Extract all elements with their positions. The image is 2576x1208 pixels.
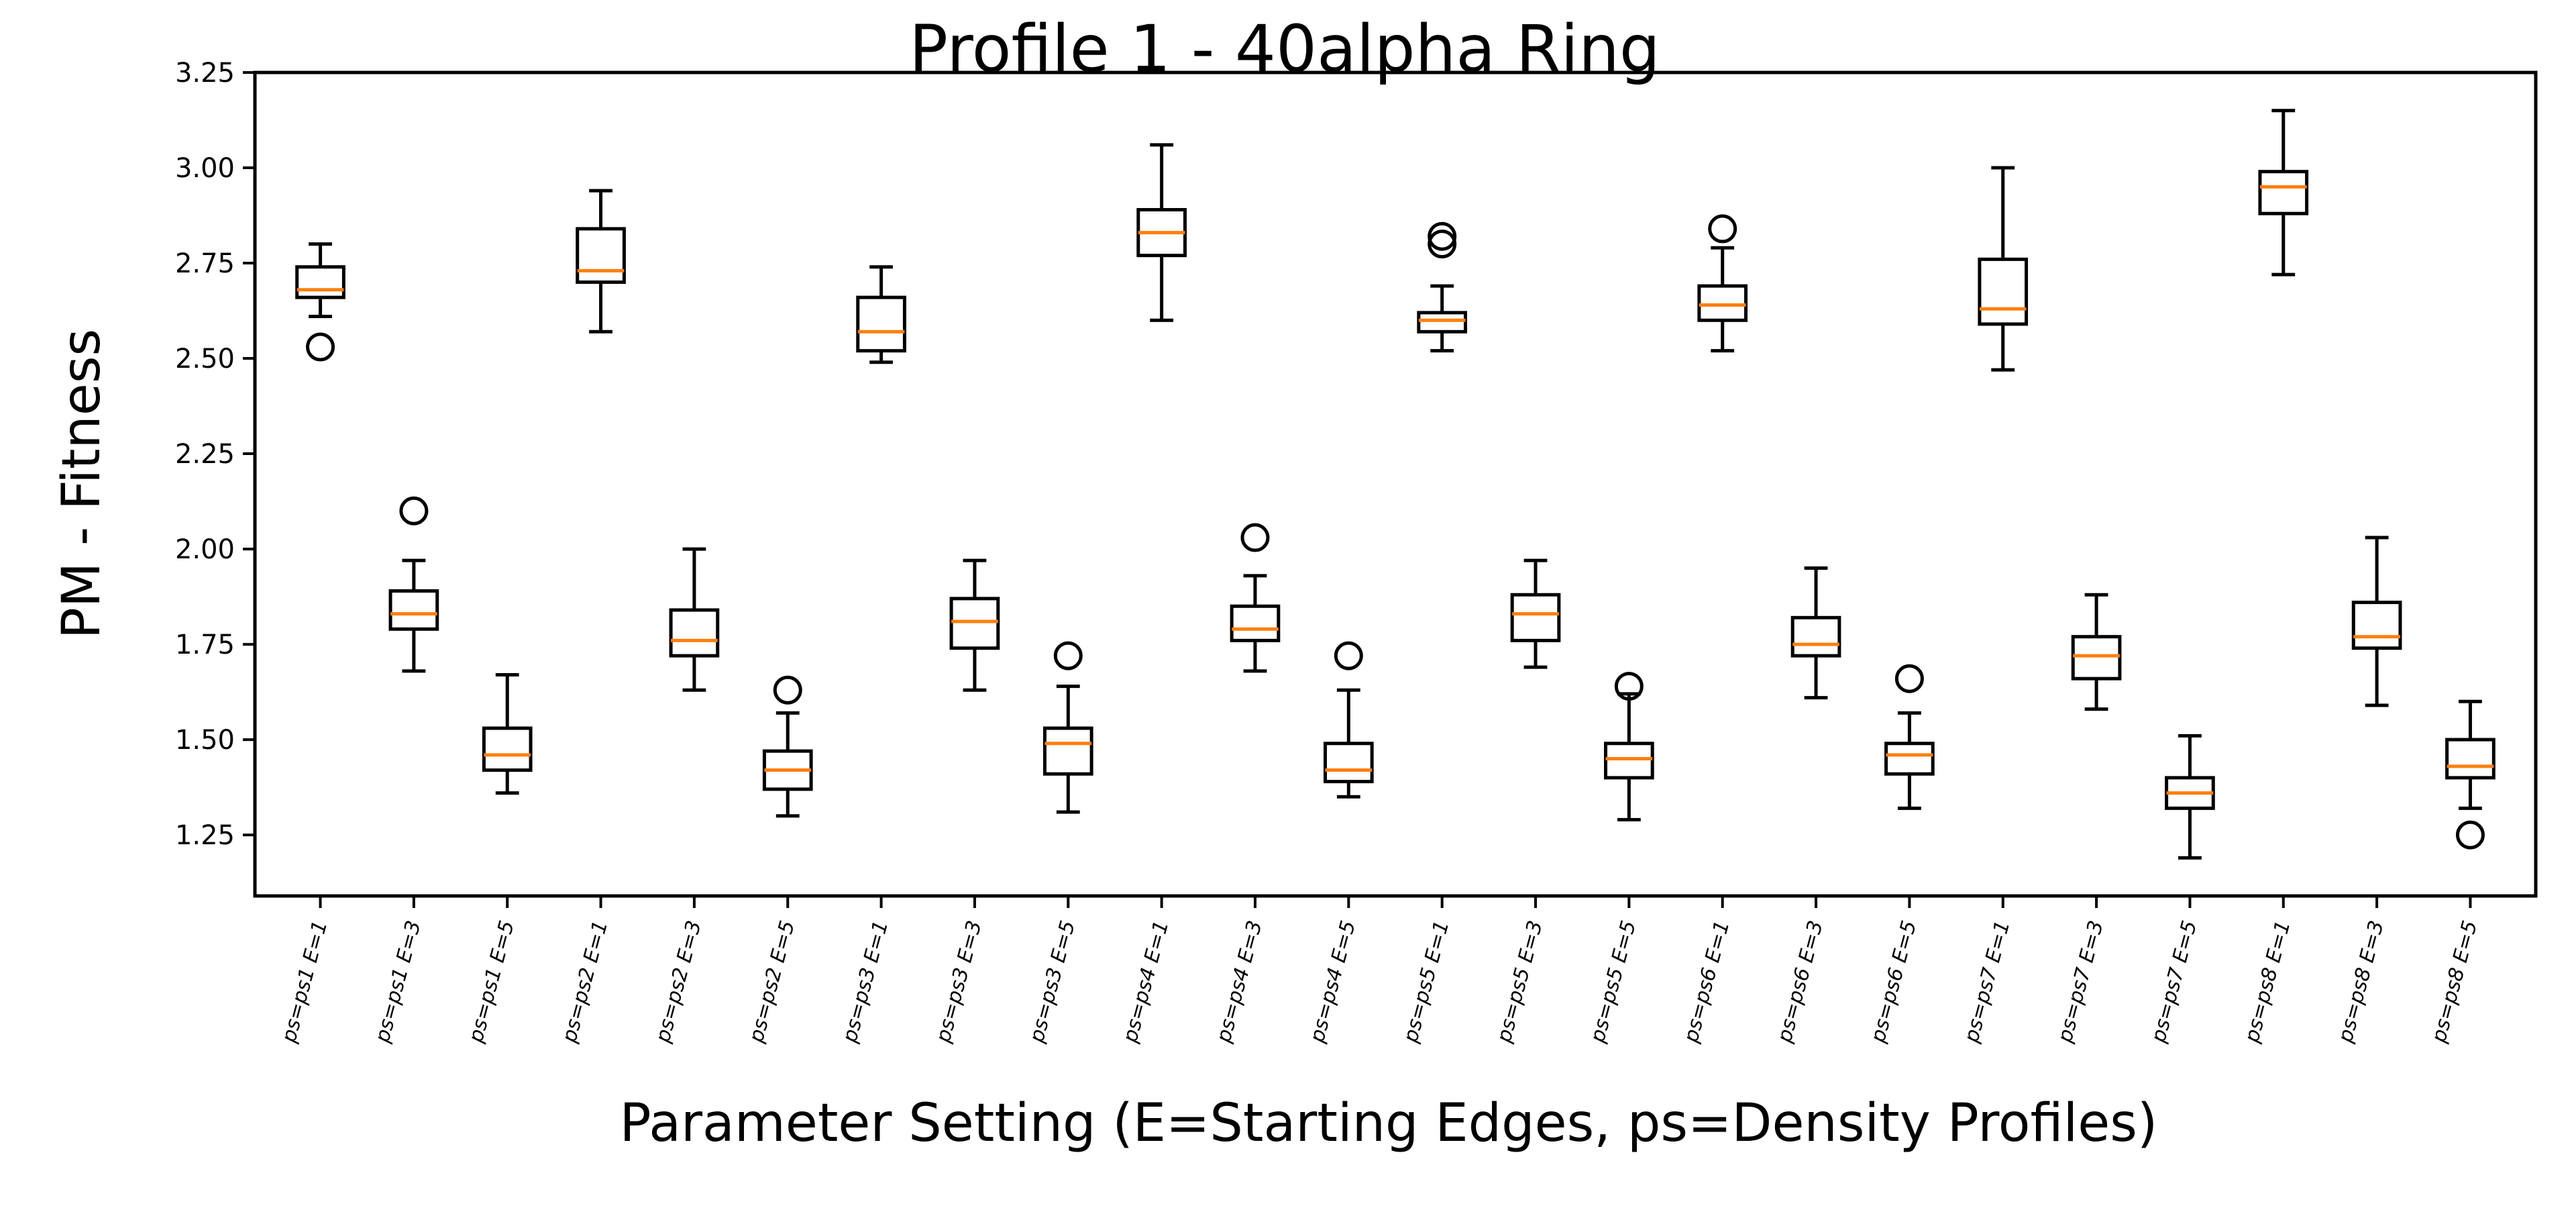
y-axis: 1.25 1.50 1.75 2.00 2.25 2.50 2.75 3.00 3.25: [175, 58, 255, 851]
box: [856, 295, 906, 353]
outlier-point: [1240, 523, 1270, 552]
box: [2351, 601, 2402, 650]
y-tick-label: 2.00: [175, 534, 235, 565]
box: [1323, 742, 1374, 784]
box-group: [1510, 558, 1561, 669]
box: [949, 597, 1000, 650]
box-group: [2351, 536, 2402, 707]
box: [482, 726, 533, 772]
box-group: [1604, 672, 1654, 821]
box: [1884, 742, 1935, 776]
outlier-point: [2455, 820, 2485, 850]
box-group: [2071, 593, 2122, 711]
box-group: [295, 242, 345, 362]
box: [1230, 604, 1281, 642]
box: [388, 589, 439, 631]
box-group: [2165, 734, 2215, 860]
box: [1790, 615, 1841, 658]
axes-frame: [253, 70, 2538, 898]
y-tick-label: 2.75: [175, 248, 235, 279]
box: [1978, 257, 2029, 326]
outlier-point: [1614, 672, 1644, 701]
y-tick-label: 2.25: [175, 439, 235, 470]
plot-area: [295, 109, 2496, 860]
box-group: [2445, 699, 2496, 850]
box-group: [856, 265, 906, 364]
box-group: [1230, 523, 1281, 673]
box-group: [1978, 166, 2029, 372]
y-tick-label: 2.50: [175, 344, 235, 374]
box-group: [388, 496, 439, 673]
x-axis-label: Parameter Setting (E=Starting Edges, ps=…: [620, 1093, 2158, 1154]
box-group: [1884, 664, 1935, 810]
box: [2071, 635, 2122, 681]
box-group: [2258, 109, 2309, 276]
outlier-point: [1428, 221, 1457, 251]
box: [2258, 170, 2309, 215]
box: [576, 227, 626, 284]
box: [1604, 742, 1654, 780]
outlier-point: [1053, 641, 1083, 670]
box: [295, 265, 345, 299]
outlier-point: [1428, 230, 1457, 259]
box: [1042, 726, 1093, 776]
box: [1697, 284, 1748, 322]
y-axis-label: PM - Fitness: [52, 329, 112, 639]
box: [669, 608, 720, 658]
y-tick-label: 1.75: [175, 630, 235, 660]
chart-title: Profile 1 - 40alpha Ring: [909, 11, 1660, 87]
outlier-point: [773, 675, 802, 705]
box: [2445, 738, 2496, 780]
y-tick-label: 1.25: [175, 820, 235, 851]
box: [1417, 311, 1468, 334]
outlier-point: [1708, 214, 1737, 244]
y-tick-label: 3.00: [175, 153, 235, 184]
box-group: [1323, 641, 1374, 799]
outlier-point: [306, 332, 335, 362]
box-group: [1790, 566, 1841, 700]
outlier-point: [399, 496, 429, 525]
box-group: [1042, 641, 1093, 814]
outlier-point: [1334, 641, 1363, 670]
box-group: [576, 189, 626, 334]
box-group: [482, 673, 533, 795]
box-group: [1697, 214, 1748, 353]
y-tick-label: 1.50: [175, 725, 235, 756]
box-group: [1136, 143, 1187, 322]
box-group: [669, 547, 720, 692]
outlier-point: [1894, 664, 1924, 693]
box-group: [1417, 221, 1468, 353]
box-group: [949, 558, 1000, 692]
y-tick-label: 3.25: [175, 58, 235, 89]
box: [1510, 593, 1561, 642]
box-group: [762, 675, 813, 818]
